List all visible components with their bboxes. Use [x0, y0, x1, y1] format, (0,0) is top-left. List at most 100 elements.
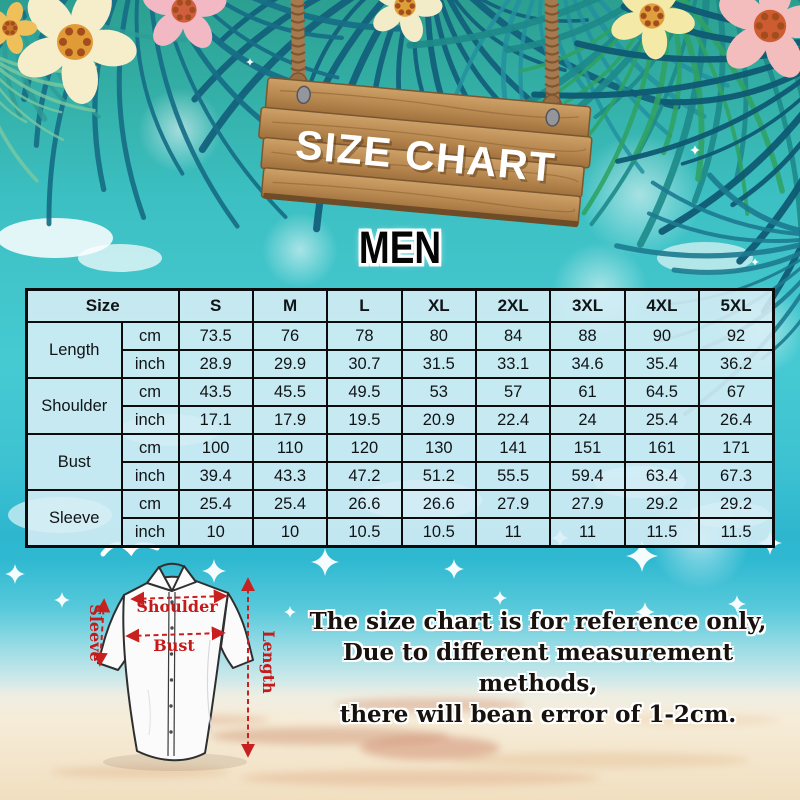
value-cell: 17.1: [177, 405, 254, 435]
value-cell: 39.4: [177, 461, 254, 491]
sparkle-icon: [202, 559, 226, 583]
size-chart-table: Size S M L XL 2XL 3XL 4XL 5XL Length cm 73.5 76 78 80…: [25, 288, 775, 548]
sleeve-label: Sleeve: [86, 604, 105, 661]
value-cell: 120: [326, 433, 403, 463]
unit-cell: cm: [120, 433, 180, 463]
flower-icon: [611, 0, 695, 60]
sparkle-icon: [246, 58, 254, 66]
value-cell: 151: [549, 433, 626, 463]
value-cell: 27.9: [474, 489, 552, 519]
value-cell: 63.4: [623, 461, 701, 491]
unit-cell: cm: [120, 321, 180, 351]
measurement-label-cell: Sleeve: [25, 489, 123, 548]
size-header-cell: Size: [25, 288, 180, 323]
shoulder-label: Shoulder: [136, 597, 218, 616]
value-cell: 26.6: [326, 489, 403, 519]
value-cell: 11.5: [698, 517, 775, 548]
disclaimer-line-1: The size chart is for reference only,: [309, 608, 767, 635]
unit-cell: inch: [120, 405, 180, 435]
sleeve-measure-arrow: [93, 598, 111, 667]
size-column-header: 3XL: [549, 288, 626, 323]
table-header-row: Size S M L XL 2XL 3XL 4XL 5XL: [25, 288, 775, 323]
value-cell: 76: [251, 321, 329, 351]
value-cell: 17.9: [251, 405, 329, 435]
value-cell: 29.9: [251, 349, 329, 379]
value-cell: 10.5: [400, 517, 478, 548]
flower-icon: [0, 2, 38, 54]
measurement-label-cell: Shoulder: [25, 377, 123, 435]
table-row: inch 17.1 17.9 19.5 20.9 22.4 24 25.4 26.4: [27, 405, 775, 435]
shirt-placket: [147, 591, 213, 757]
size-table: Size S M L XL 2XL 3XL 4XL 5XL Length cm 73.5 76 78 80…: [25, 288, 775, 548]
disclaimer-line-2: Due to different measurement methods,: [342, 639, 734, 697]
value-cell: 10: [177, 517, 254, 548]
sign-nail: [545, 108, 560, 127]
flower-icon: [142, 0, 227, 48]
value-cell: 49.5: [326, 377, 403, 407]
size-column-header: 2XL: [474, 288, 552, 323]
value-cell: 90: [623, 321, 701, 351]
value-cell: 43.5: [177, 377, 254, 407]
value-cell: 33.1: [474, 349, 552, 379]
shirt-collar-right: [171, 565, 197, 592]
sparkle-icon: [5, 564, 25, 584]
size-column-header: 5XL: [698, 288, 775, 323]
flower-icon: [719, 0, 800, 78]
value-cell: 171: [698, 433, 775, 463]
tropical-flowers: [0, 0, 800, 104]
value-cell: 53: [400, 377, 478, 407]
unit-cell: inch: [120, 349, 180, 379]
value-cell: 64.5: [623, 377, 701, 407]
value-cell: 28.9: [177, 349, 254, 379]
value-cell: 67: [698, 377, 775, 407]
shirt-shadow: [103, 753, 247, 771]
size-column-header: L: [326, 288, 403, 323]
value-cell: 25.4: [623, 405, 701, 435]
bust-measure-arrow: [125, 626, 226, 643]
unit-cell: inch: [120, 461, 180, 491]
value-cell: 84: [474, 321, 552, 351]
flower-icon: [373, 0, 443, 43]
sparkle-icon: [690, 145, 700, 155]
sand-streaks: [50, 698, 780, 786]
wooden-sign: SIZE CHART SIZE CHART: [258, 77, 593, 228]
size-column-header: XL: [400, 288, 478, 323]
shirt-collar-left: [146, 566, 173, 592]
value-cell: 59.4: [549, 461, 626, 491]
table-row: Length cm 73.5 76 78 80 84 88 90 92: [25, 321, 775, 379]
sparkle-icon: [493, 591, 507, 605]
value-cell: 78: [326, 321, 403, 351]
unit-cell: cm: [120, 377, 180, 407]
value-cell: 19.5: [326, 405, 403, 435]
unit-cell: inch: [120, 517, 180, 548]
sparkle-icon: [444, 559, 464, 579]
bust-label: Bust: [153, 636, 195, 655]
collar-band: [157, 562, 186, 569]
value-cell: 11: [549, 517, 626, 548]
value-cell: 26.4: [698, 405, 775, 435]
sparkle-icon: [751, 258, 759, 266]
table-row: Bust cm 100 110 120 130 141 151 161 171: [25, 433, 775, 491]
value-cell: 80: [400, 321, 478, 351]
value-cell: 24: [549, 405, 626, 435]
value-cell: 22.4: [474, 405, 552, 435]
value-cell: 73.5: [177, 321, 254, 351]
value-cell: 92: [698, 321, 775, 351]
value-cell: 47.2: [326, 461, 403, 491]
shoulder-measure-arrow: [130, 589, 228, 606]
value-cell: 26.6: [400, 489, 478, 519]
sparkle-icon: [635, 602, 655, 622]
sparkle-icon: [626, 540, 658, 572]
measurement-label-cell: Length: [25, 321, 123, 379]
value-cell: 11.5: [623, 517, 701, 548]
section-title-men: MEN: [358, 222, 442, 273]
value-cell: 43.3: [251, 461, 329, 491]
value-cell: 25.4: [177, 489, 254, 519]
sparkle-icon: [54, 592, 70, 608]
shirt-diagram: Shoulder Bust Sleeve Length: [86, 562, 278, 771]
value-cell: 36.2: [698, 349, 775, 379]
sparkle-icon: [311, 548, 339, 576]
value-cell: 11: [474, 517, 552, 548]
sparkle-icon: [728, 595, 746, 613]
